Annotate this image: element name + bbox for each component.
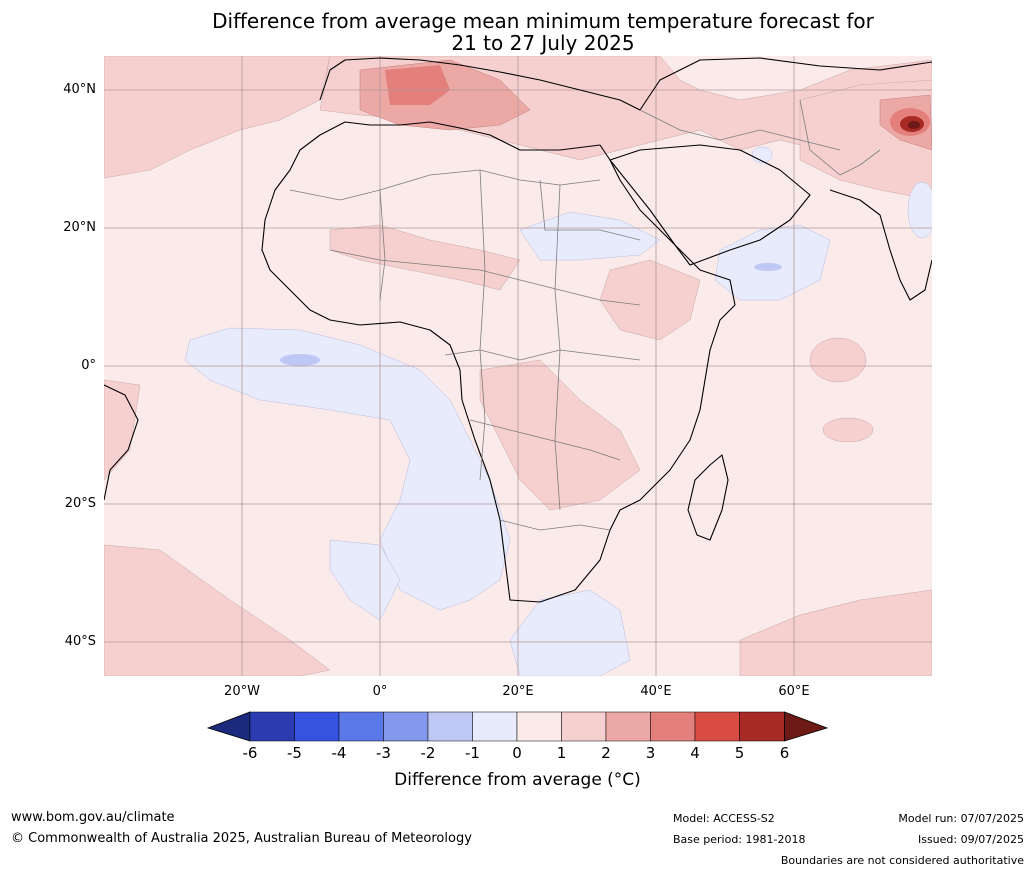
- anomaly-region-benguela: [104, 379, 141, 481]
- chart-title: Difference from average mean minimum tem…: [0, 10, 1035, 54]
- colorbar-segment-0: [516, 711, 562, 742]
- colorbar-tick: -5: [287, 744, 302, 762]
- footer-issued: Issued: 09/07/2025: [917, 833, 1024, 846]
- footer-copyright: © Commonwealth of Australia 2025, Austra…: [11, 831, 472, 846]
- negative-region-gulf-of-guinea: [184, 327, 511, 611]
- lat-tick-label: 20°S: [64, 496, 96, 511]
- coastline-arabia: [609, 144, 811, 266]
- colorbar-tick: 2: [601, 744, 611, 762]
- border-vertical-west: [379, 189, 386, 301]
- title-line-1: Difference from average mean minimum tem…: [212, 9, 874, 33]
- colorbar-tick: -3: [376, 744, 391, 762]
- lat-tick-label: 40°S: [64, 634, 96, 649]
- lon-tick-label: 0°: [372, 684, 388, 699]
- anomaly-region-south-indian: [739, 589, 932, 676]
- border-vertical-east: [554, 184, 561, 511]
- border-sahel-belt: [329, 249, 641, 306]
- colorbar-segment-5: [739, 711, 785, 742]
- anomaly-region-north-atlantic: [104, 56, 331, 179]
- border-egypt-sudan: [539, 179, 641, 241]
- colorbar-segment-4: [694, 711, 740, 742]
- colorbar-tick: 6: [779, 744, 790, 762]
- footer-url: www.bom.gov.au/climate: [11, 810, 175, 825]
- lon-tick-label: 60°E: [778, 684, 810, 699]
- anomaly-region-tibet-peak: [908, 121, 920, 129]
- border-iran-afghanistan: [799, 99, 881, 176]
- colorbar-segment--5: [294, 711, 340, 742]
- colorbar-extend-low: [206, 711, 251, 742]
- coastline-madagascar: [687, 454, 729, 541]
- negative-region-guinea-core: [280, 354, 320, 366]
- anomaly-region-southern-africa: [479, 359, 641, 511]
- border-middle-east: [639, 109, 841, 151]
- colorbar-tick: 1: [556, 744, 567, 762]
- coastline-south-america: [104, 384, 139, 501]
- anomaly-region-indian-ocean: [809, 337, 867, 383]
- colorbar: [206, 711, 829, 742]
- border-vertical-central: [479, 169, 486, 481]
- lat-tick-label: 40°N: [63, 82, 96, 97]
- colorbar-label: Difference from average (°C): [394, 770, 641, 790]
- footer-disclaimer: Boundaries are not considered authoritat…: [780, 854, 1024, 867]
- lat-tick-label: 0°: [81, 358, 96, 373]
- footer-base-period: Base period: 1981-2018: [673, 833, 806, 846]
- colorbar-extend-high: [784, 711, 829, 742]
- lat-tick-label: 20°N: [63, 220, 96, 235]
- colorbar-tick: 4: [690, 744, 700, 762]
- colorbar-tick: -6: [242, 744, 258, 762]
- lon-tick-label: 20°E: [502, 684, 534, 699]
- negative-region-southern-ocean: [509, 589, 631, 676]
- border-central-africa: [444, 349, 641, 361]
- colorbar-tick: 5: [734, 744, 745, 762]
- colorbar-tick: -4: [331, 744, 347, 762]
- colorbar-segment--3: [383, 711, 429, 742]
- colorbar-tick: -1: [465, 744, 480, 762]
- title-line-2: 21 to 27 July 2025: [451, 31, 635, 55]
- lon-tick-label: 40°E: [640, 684, 672, 699]
- colorbar-segment--4: [338, 711, 384, 742]
- colorbar-segment-3: [650, 711, 696, 742]
- coastline-india: [829, 189, 932, 301]
- colorbar-segment-2: [605, 711, 651, 742]
- negative-region-bay-of-bengal: [907, 181, 932, 239]
- colorbar-tick: 3: [645, 744, 656, 762]
- anomaly-region-south-atlantic: [104, 544, 331, 676]
- lon-tick-label: 20°W: [224, 684, 260, 699]
- colorbar-tick: 0: [512, 744, 522, 762]
- border-southern-africa: [469, 419, 621, 461]
- colorbar-segment--1: [472, 711, 518, 742]
- negative-region-central-africa: [519, 211, 661, 261]
- footer-model: Model: ACCESS-S2: [673, 812, 775, 825]
- anomaly-region-sahel: [329, 224, 521, 291]
- footer-model-run: Model run: 07/07/2025: [898, 812, 1024, 825]
- colorbar-tick: -2: [420, 744, 436, 762]
- anomaly-region-east-africa: [599, 259, 701, 341]
- colorbar-segment--6: [249, 711, 295, 742]
- coastline-europe: [319, 57, 932, 111]
- anomaly-region-iberia-core: [385, 65, 450, 105]
- colorbar-segment-1: [561, 711, 607, 742]
- anomaly-region-madagascar-sea: [822, 417, 874, 443]
- border-sahara-north: [289, 169, 601, 201]
- colorbar-segment--2: [427, 711, 473, 742]
- negative-region-arabian-core: [754, 263, 782, 271]
- border-south-africa: [499, 519, 611, 531]
